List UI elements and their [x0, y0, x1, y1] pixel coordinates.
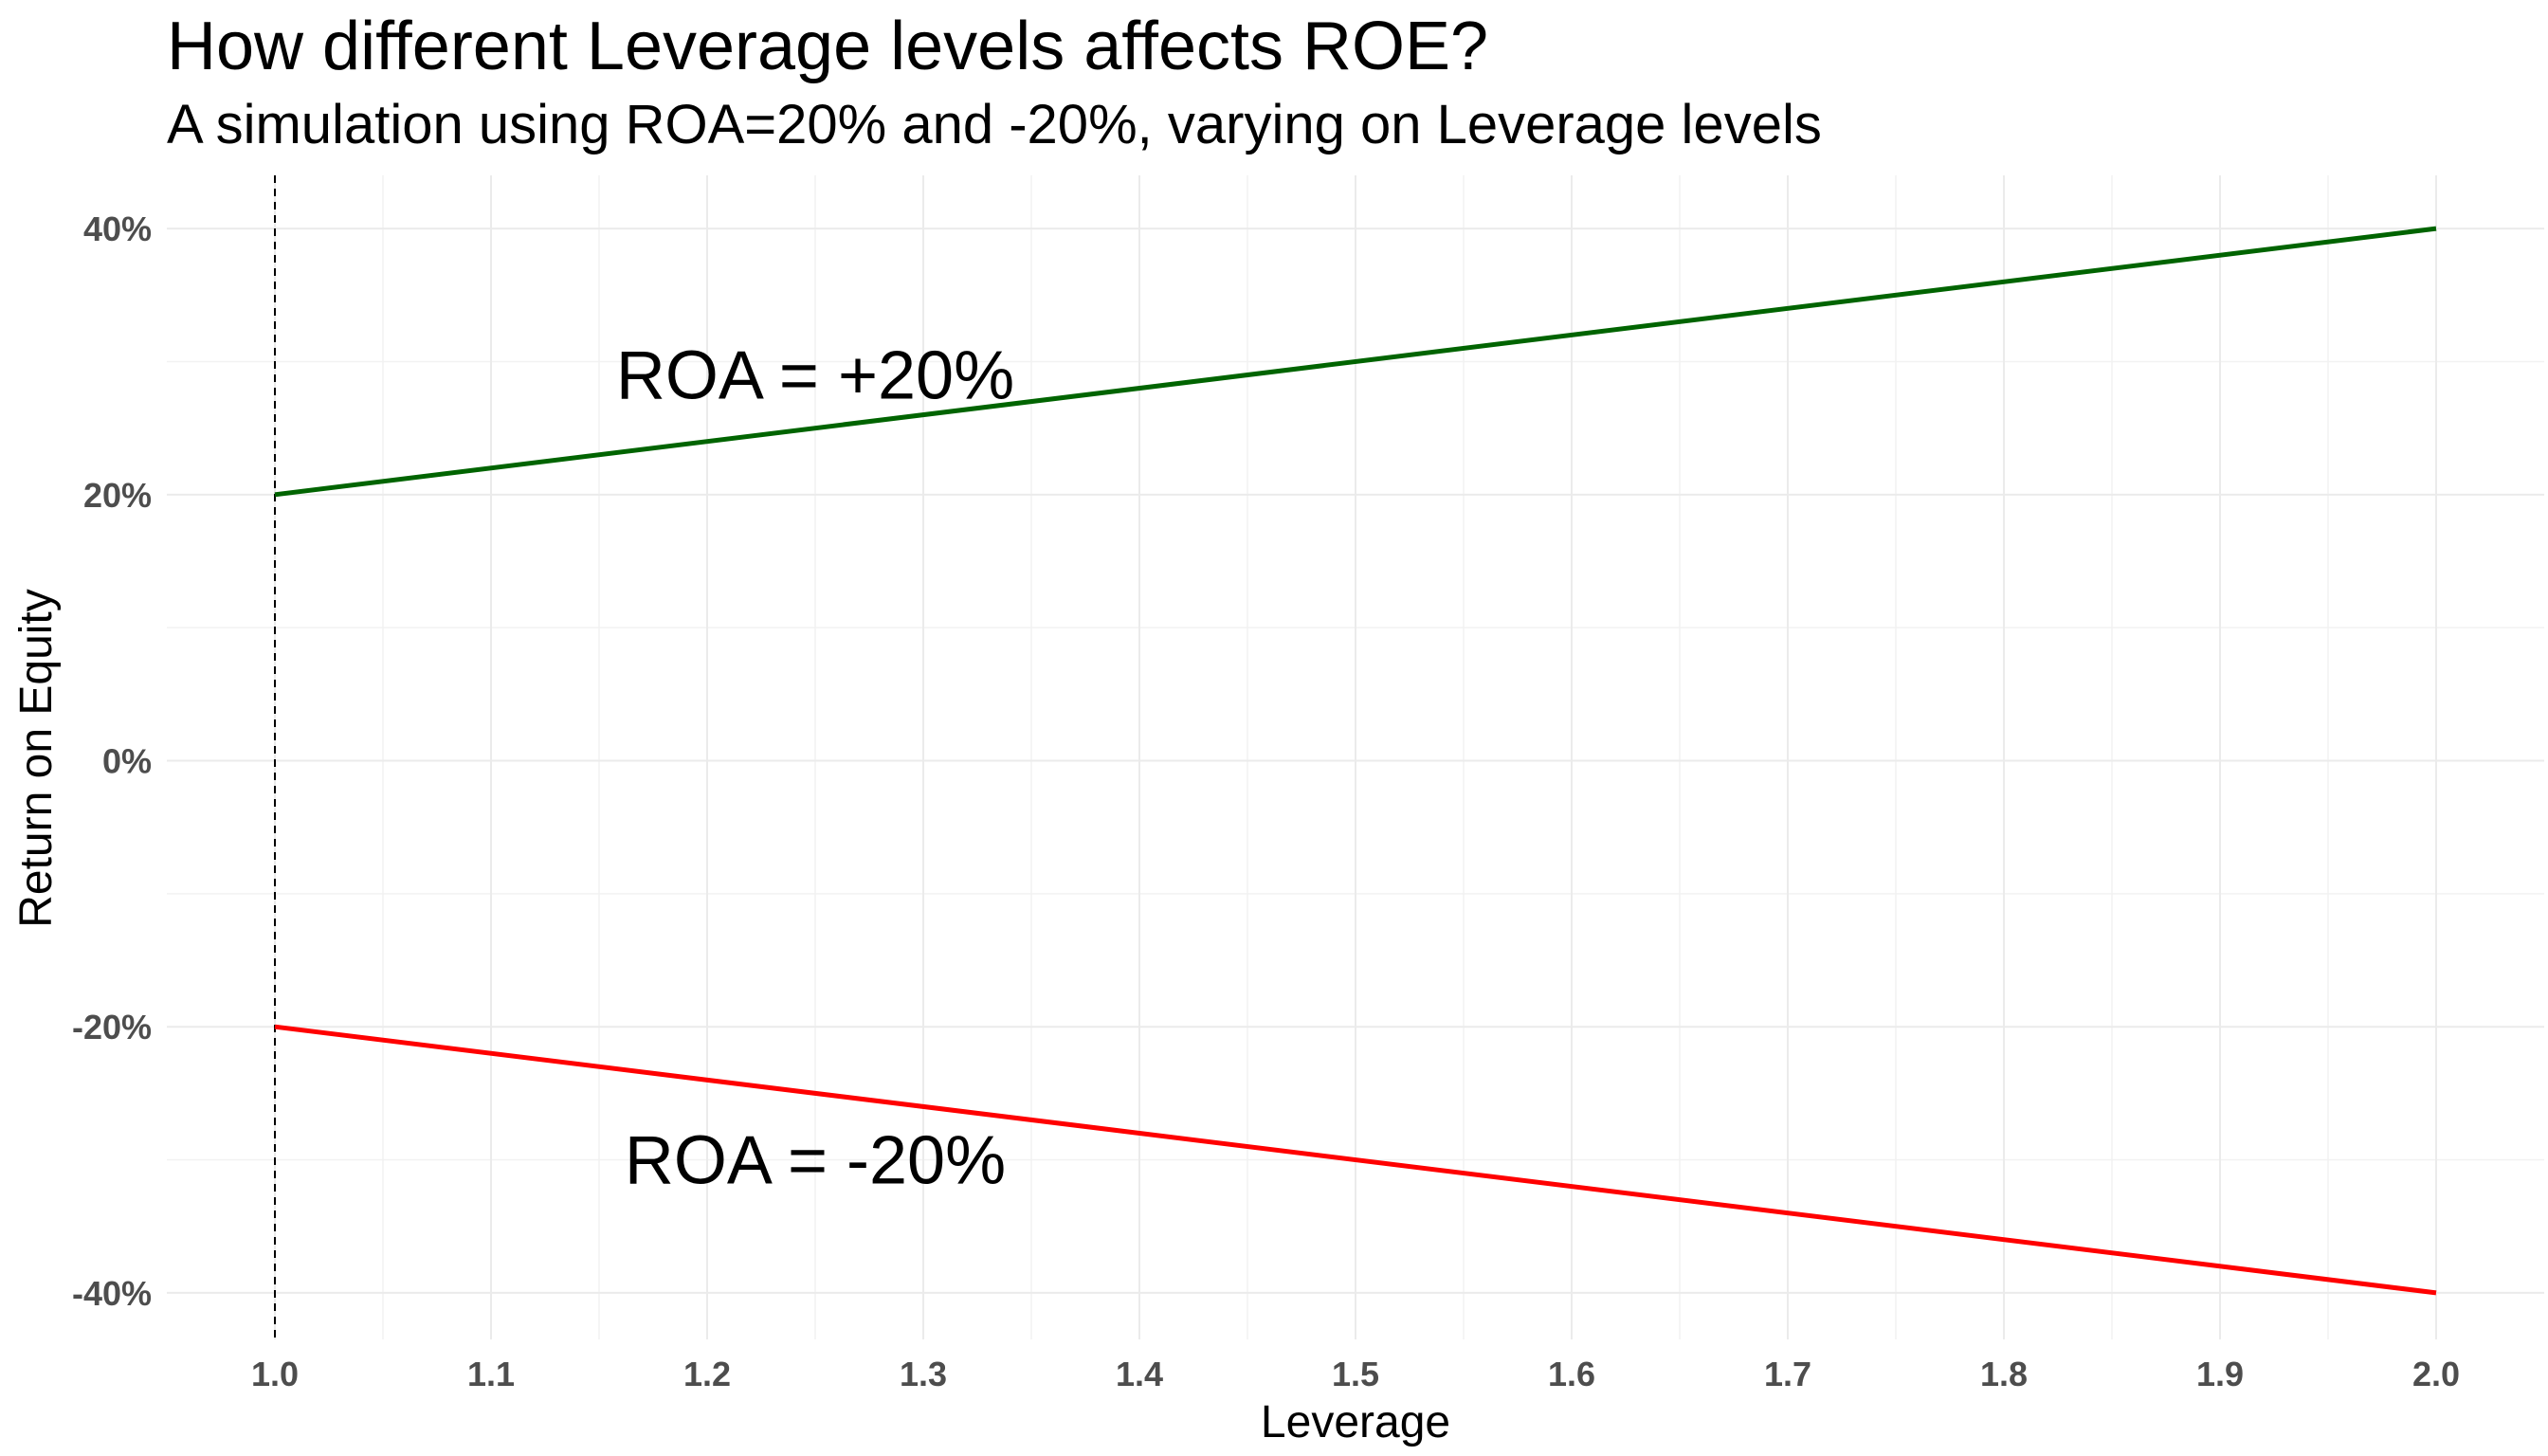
- series-line-2: [274, 1024, 2437, 1296]
- chart-subtitle: A simulation using ROA=20% and -20%, var…: [167, 94, 1822, 155]
- y-tick-label: -40%: [72, 1274, 152, 1313]
- x-axis-title: Leverage: [1261, 1397, 1450, 1447]
- series-line-1: [274, 226, 2437, 498]
- y-tick-labels: 40% 20% 0% -20% -40%: [72, 209, 152, 1313]
- major-grid: [167, 175, 2544, 1339]
- annotation-label: ROA = -20%: [625, 1123, 1006, 1199]
- x-tick-label: 2.0: [2412, 1355, 2460, 1393]
- x-tick-labels: 1.0 1.1 1.2 1.3 1.4 1.5 1.6 1.7 1.8 1.9 2.0: [251, 1355, 2460, 1393]
- annotations: ROA = +20% ROA = -20%: [616, 338, 1014, 1199]
- y-tick-label: 0%: [102, 742, 152, 781]
- x-tick-label: 1.6: [1548, 1355, 1595, 1393]
- y-tick-label: -20%: [72, 1008, 152, 1046]
- x-tick-label: 1.2: [683, 1355, 731, 1393]
- annotation-label: ROA = +20%: [616, 338, 1014, 414]
- x-tick-label: 1.5: [1332, 1355, 1379, 1393]
- x-tick-label: 1.0: [251, 1355, 299, 1393]
- x-tick-label: 1.3: [900, 1355, 947, 1393]
- y-axis-title: Return on Equity: [11, 589, 62, 928]
- x-tick-label: 1.8: [1980, 1355, 2028, 1393]
- x-tick-label: 1.9: [2196, 1355, 2244, 1393]
- x-tick-label: 1.7: [1764, 1355, 1811, 1393]
- series-layer: [274, 226, 2437, 1296]
- y-tick-label: 40%: [83, 209, 152, 248]
- chart-title: How different Leverage levels affects RO…: [167, 9, 1489, 84]
- y-tick-label: 20%: [83, 476, 152, 515]
- x-tick-label: 1.4: [1116, 1355, 1163, 1393]
- x-tick-label: 1.1: [467, 1355, 515, 1393]
